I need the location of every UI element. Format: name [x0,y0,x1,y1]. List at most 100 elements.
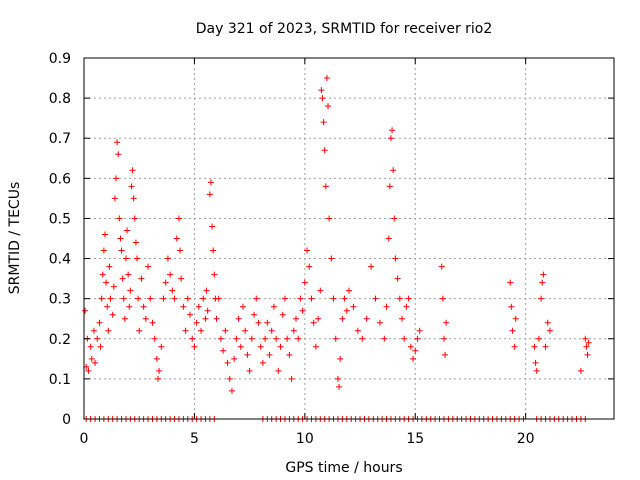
data-point [326,215,333,222]
data-point [115,151,122,158]
data-point [319,95,326,102]
data-point [228,387,235,394]
data-point [200,295,207,302]
data-point [275,367,282,374]
data-point [246,367,253,374]
y-tick-label: 0.7 [49,131,71,147]
data-point [511,343,518,350]
x-tick-label: 0 [80,431,89,447]
data-point [90,327,97,334]
y-tick-label: 0.8 [49,91,71,107]
data-point [403,303,410,310]
data-point [203,287,210,294]
data-point [164,255,171,262]
data-point [389,127,396,134]
data-point [226,375,233,382]
chart-title: Day 321 of 2023, SRMTID for receiver rio… [196,21,493,37]
y-tick-label: 0.3 [49,292,71,308]
data-point [582,335,589,342]
data-point [509,327,516,334]
y-axis-label: SRMTID / TECUs [7,182,23,295]
data-point [533,367,540,374]
data-point [438,263,445,270]
data-point [253,295,260,302]
data-point [156,367,163,374]
data-point [242,327,249,334]
data-point [317,287,324,294]
data-point [140,303,147,310]
data-point [354,327,361,334]
data-point [101,231,108,238]
data-point [119,275,126,282]
data-point [235,315,242,322]
data-point [122,255,129,262]
data-point [210,247,217,254]
data-point [145,263,152,270]
data-point [255,319,262,326]
data-point [279,311,286,318]
data-point [114,139,121,146]
data-point [209,223,216,230]
data-point [175,215,182,222]
data-point [315,315,322,322]
data-point [217,335,224,342]
data-point [259,359,266,366]
x-tick-label: 10 [296,431,314,447]
data-point [308,295,315,302]
data-point [104,303,111,310]
data-point [359,335,366,342]
data-point [310,319,317,326]
x-tick-label: 15 [406,431,424,447]
data-point [290,327,297,334]
data-point [405,295,412,302]
y-tick-label: 0.4 [49,252,71,268]
data-point [132,239,139,246]
data-point [169,287,176,294]
data-point [87,343,94,350]
data-point [407,343,414,350]
data-point [109,311,116,318]
data-point [100,247,107,254]
data-point [346,287,352,294]
data-point [125,271,132,278]
data-point [270,303,277,310]
data-point [266,351,273,358]
data-point [577,367,584,374]
data-point [202,315,209,322]
data-point [121,315,128,322]
data-point [92,359,99,366]
data-point [211,271,218,278]
data-point [325,103,332,110]
data-point [387,135,394,142]
y-tick-label: 0.2 [49,332,71,348]
data-point [323,75,330,82]
axis-ticks: 0 0.1 0.2 0.3 0.4 0.5 0.6 0.7 0.8 0.9 0 5 10 15 20 [49,51,614,447]
data-point [244,351,251,358]
data-point [383,303,390,310]
data-point [178,275,185,282]
data-point [391,215,398,222]
data-point [304,247,311,254]
data-point [215,295,222,302]
data-point [339,315,346,322]
data-point [158,343,165,350]
data-point [535,335,542,342]
data-point [222,327,229,334]
x-tick-label: 5 [190,431,199,447]
data-point [312,343,319,350]
data-point [206,191,213,198]
data-point [542,343,549,350]
data-point [284,335,291,342]
data-point [410,355,417,362]
data-point [184,295,191,302]
data-point [376,319,383,326]
data-point [134,255,140,262]
data-point [337,355,344,362]
data-point [136,327,143,334]
data-point [110,283,117,290]
data-point [187,311,193,318]
data-point [151,335,158,342]
data-point [538,295,545,302]
data-point [82,307,89,314]
data-point [544,319,551,326]
